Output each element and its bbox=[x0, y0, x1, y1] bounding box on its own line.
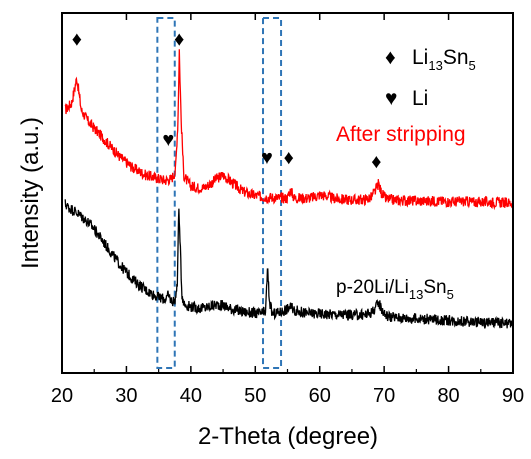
highlight-boxes bbox=[156, 17, 283, 369]
heart-marker-icon-3: ♥ bbox=[162, 129, 174, 151]
legend: ♦ Li13Sn5 ♥ Li bbox=[385, 46, 476, 110]
peak-markers: ♦ ♦ ♥ ♥ ♦ ♦ bbox=[72, 28, 382, 172]
heart-marker-icon-4: ♥ bbox=[261, 147, 273, 169]
x-axis-ticks: 20 30 40 50 60 70 80 90 bbox=[51, 13, 524, 407]
series-line-1 bbox=[64, 49, 514, 211]
series-label-p20li: p-20Li/Li13Sn5 bbox=[336, 277, 454, 302]
legend-diamond-icon: ♦ bbox=[385, 46, 396, 69]
legend-item-li13sn5: Li13Sn5 bbox=[412, 46, 476, 73]
diamond-marker-icon-1: ♦ bbox=[72, 28, 82, 50]
x-tick-label: 50 bbox=[244, 385, 266, 407]
series-label-after-stripping: After stripping bbox=[336, 123, 466, 146]
traces bbox=[64, 49, 514, 329]
highlight-box-1 bbox=[156, 17, 176, 369]
diamond-marker-icon-6: ♦ bbox=[371, 151, 381, 173]
x-tick-label: 40 bbox=[180, 385, 202, 407]
y-axis-label: Intensity (a.u.) bbox=[17, 117, 44, 269]
diamond-marker-icon-2: ♦ bbox=[174, 28, 184, 50]
diamond-marker-icon-5: ♦ bbox=[284, 147, 294, 169]
x-axis-label: 2-Theta (degree) bbox=[198, 423, 378, 450]
x-tick-label: 30 bbox=[115, 385, 137, 407]
x-tick-label: 60 bbox=[309, 385, 331, 407]
x-tick-label: 20 bbox=[51, 385, 73, 407]
legend-heart-icon: ♥ bbox=[385, 87, 397, 110]
legend-item-li: Li bbox=[412, 87, 428, 110]
x-tick-label: 70 bbox=[373, 385, 395, 407]
x-tick-label: 80 bbox=[437, 385, 459, 407]
x-tick-label: 90 bbox=[502, 385, 524, 407]
series-line-2 bbox=[64, 199, 514, 329]
